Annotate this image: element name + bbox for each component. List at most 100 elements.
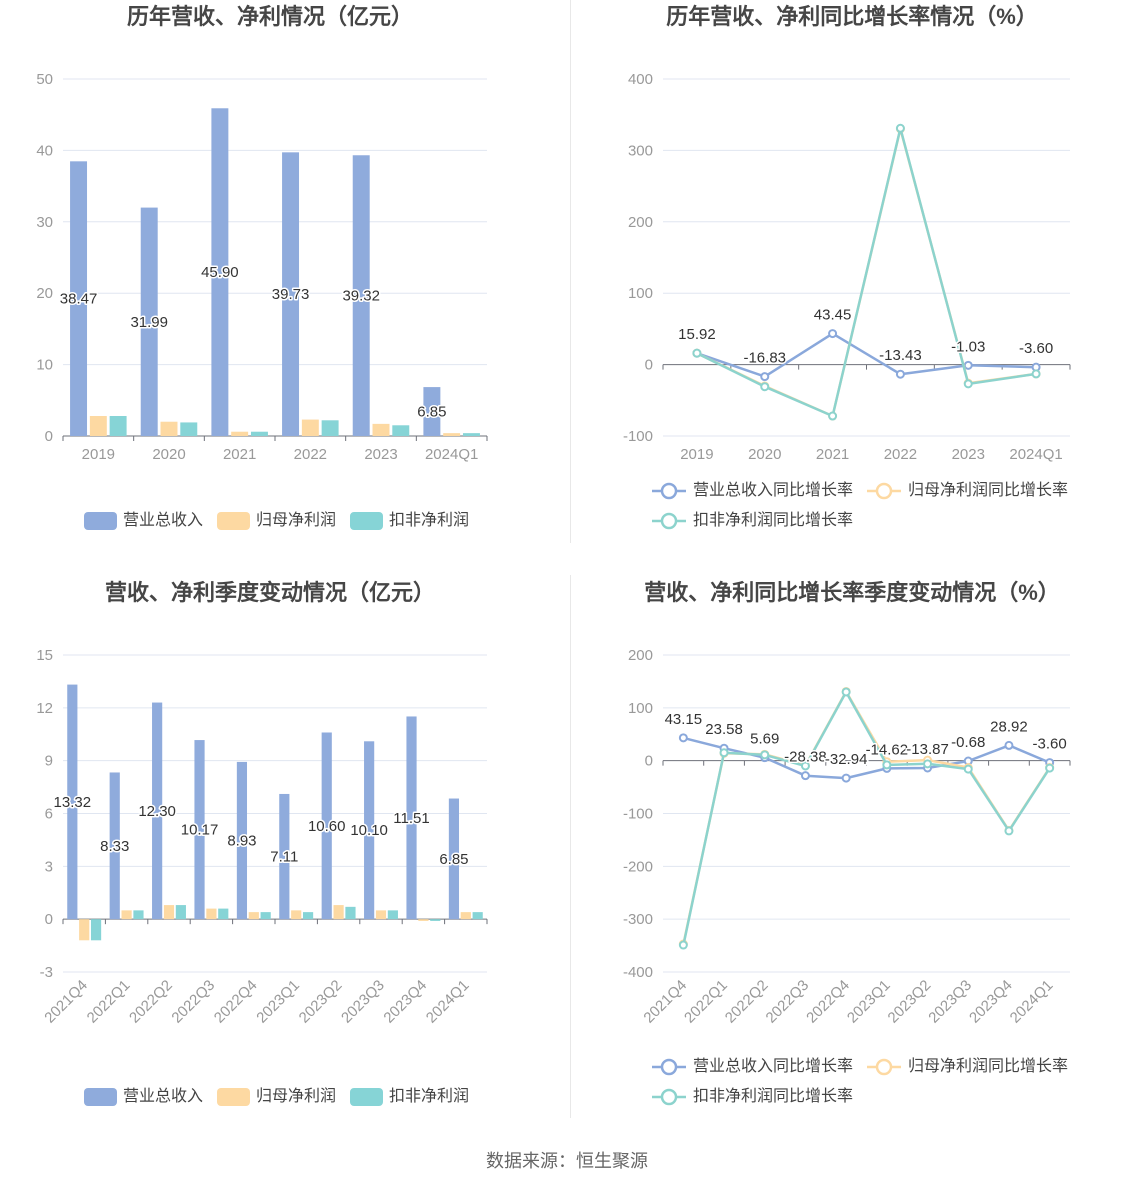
chart-4-plot: -400-300-200-10001002002021Q42022Q12022Q… <box>623 647 1071 1027</box>
revenue-growth-point <box>895 369 905 379</box>
revenue-bar <box>152 702 163 920</box>
net-profit-bar <box>89 416 107 436</box>
revenue-bar <box>236 761 248 920</box>
revenue-bar <box>406 716 417 920</box>
x-tick-label: 2022Q3 <box>763 977 813 1027</box>
y-tick-label: 50 <box>36 71 53 88</box>
data-label: -14.62 <box>866 741 909 758</box>
net-profit-bar <box>79 919 90 941</box>
revenue-bar <box>448 798 460 920</box>
net-profit-bar <box>418 919 429 921</box>
deducted-net-profit-growth-point <box>760 750 770 760</box>
data-label: 43.45 <box>814 307 852 324</box>
revenue-bar <box>282 152 300 436</box>
deducted-net-profit-bar <box>260 912 271 920</box>
x-tick-label: 2024Q1 <box>1007 977 1057 1027</box>
revenue-growth-line <box>696 332 1037 378</box>
x-tick-label: 2023Q4 <box>966 977 1016 1027</box>
deducted-net-profit-growth-line <box>682 690 1051 946</box>
revenue-bar <box>194 740 205 920</box>
legend-item-net-profit-growth: 归母净利润同比增长率 <box>867 482 1068 500</box>
x-tick-label: 2023Q3 <box>925 977 975 1027</box>
legend-label-revenue: 营业总收入 <box>122 512 203 529</box>
y-tick-label: 400 <box>628 71 653 88</box>
y-tick-label: -3 <box>40 964 53 981</box>
x-tick-label: 2024Q1 <box>423 977 473 1027</box>
legend-label-deducted-net-profit-growth: 扣非净利润同比增长率 <box>693 512 854 529</box>
net-profit-bar <box>121 910 132 920</box>
x-tick-label: 2023 <box>952 446 985 463</box>
deducted-net-profit-growth-point <box>692 348 702 358</box>
x-tick-label: 2022Q2 <box>722 977 772 1027</box>
deducted-net-profit-bar <box>180 422 198 436</box>
x-tick-label: 2023Q1 <box>253 977 303 1027</box>
revenue-bar <box>423 387 441 436</box>
legend-line-icon <box>652 512 686 530</box>
legend-item-net-profit: 归母净利润 <box>216 1088 336 1106</box>
data-label: 8.93 <box>227 833 256 850</box>
x-tick-label: 2022 <box>884 446 917 463</box>
y-tick-label: -200 <box>623 858 653 875</box>
y-tick-label: 300 <box>628 142 653 159</box>
deducted-net-profit-bar <box>462 433 480 436</box>
legend-label-net-profit-growth: 归母净利润同比增长率 <box>908 482 1069 499</box>
deducted-net-profit-growth-line <box>696 127 1037 418</box>
chart-3-legend: 营业总收入 归母净利润 扣非净利润 <box>0 1088 553 1106</box>
x-tick-label: 2021 <box>223 446 256 463</box>
revenue-bar <box>211 108 229 437</box>
legend-swatch-deducted-net-profit <box>350 512 383 530</box>
deducted-net-profit-bar <box>302 912 314 920</box>
revenue-bar <box>140 207 158 436</box>
x-tick-label: 2020 <box>748 446 781 463</box>
data-label: 38.47 <box>60 291 98 308</box>
net-profit-bar <box>375 910 387 920</box>
net-profit-bar <box>248 912 259 920</box>
y-tick-label: 9 <box>45 753 53 770</box>
revenue-bar <box>109 772 120 920</box>
net-profit-bar <box>206 908 217 920</box>
x-tick-label: 2023Q4 <box>380 977 430 1027</box>
y-tick-label: 0 <box>645 357 653 374</box>
legend-item-revenue: 营业总收入 <box>83 512 203 530</box>
data-label: 6.85 <box>439 851 468 868</box>
x-tick-label: 2019 <box>680 446 713 463</box>
legend-label-revenue-growth: 营业总收入同比增长率 <box>693 482 854 499</box>
chart-2-plot: -100 0 100 200 300 400 2019 2020 2021 2022 2023 202… <box>623 71 1071 463</box>
deducted-net-profit-bar <box>133 910 144 920</box>
net-profit-bar <box>231 431 249 436</box>
deducted-net-profit-growth-point <box>963 379 973 389</box>
legend-label-revenue: 营业总收入 <box>122 1088 203 1105</box>
legend-label-net-profit: 归母净利润 <box>255 512 336 529</box>
legend-line-icon <box>652 1088 686 1106</box>
deducted-net-profit-bar <box>109 416 127 436</box>
y-tick-label: 6 <box>45 806 53 823</box>
x-tick-label: 2023Q3 <box>338 977 388 1027</box>
net-profit-bar <box>443 433 461 436</box>
legend-swatch-net-profit <box>216 512 250 530</box>
data-label: 39.32 <box>342 288 380 305</box>
y-tick-label: 30 <box>36 214 53 231</box>
chart-4-legend: 营业总收入同比增长率 归母净利润同比增长率 扣非净利润同比增长率 <box>652 1058 1072 1106</box>
legend-item-deducted-net-profit: 扣非净利润 <box>350 1088 469 1106</box>
chart-1-plot: 0 10 20 30 40 50 2019 2020 2021 2022 2023 2024Q1 38.… <box>36 71 488 463</box>
revenue-growth-point <box>841 773 851 783</box>
y-tick-label: 0 <box>45 911 53 928</box>
data-label: 6.85 <box>417 404 446 421</box>
data-label: 5.69 <box>750 731 779 748</box>
x-tick-label: 2023Q1 <box>844 977 894 1027</box>
revenue-growth-point <box>1004 740 1014 750</box>
x-tick-label: 2022Q1 <box>681 977 731 1027</box>
data-label: 39.73 <box>272 286 310 303</box>
x-tick-label: 2022Q1 <box>84 977 134 1027</box>
revenue-growth-point <box>963 360 973 370</box>
legend-item-net-profit-growth: 归母净利润同比增长率 <box>867 1058 1068 1076</box>
revenue-bar <box>352 155 370 437</box>
data-label: 10.17 <box>181 822 219 839</box>
data-label: 8.33 <box>100 838 129 855</box>
deducted-net-profit-bar <box>218 908 229 920</box>
chart-3-plot: -3 0 3 6 9 12 15 2021Q42022Q12022Q22022Q32022Q4… <box>36 647 488 1027</box>
y-tick-label: -100 <box>623 428 653 445</box>
x-tick-label: 2024Q1 <box>1009 446 1062 463</box>
y-tick-label: 0 <box>645 753 653 770</box>
chart-2-legend: 营业总收入同比增长率 归母净利润同比增长率 扣非净利润同比增长率 <box>652 482 1072 530</box>
